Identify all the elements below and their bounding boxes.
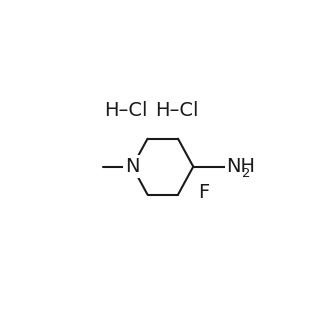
Text: H–Cl: H–Cl bbox=[155, 101, 199, 120]
Text: N: N bbox=[125, 157, 140, 176]
Text: 2: 2 bbox=[242, 167, 251, 180]
Text: F: F bbox=[199, 182, 210, 202]
Text: NH: NH bbox=[226, 157, 255, 176]
Text: H–Cl: H–Cl bbox=[104, 101, 148, 120]
